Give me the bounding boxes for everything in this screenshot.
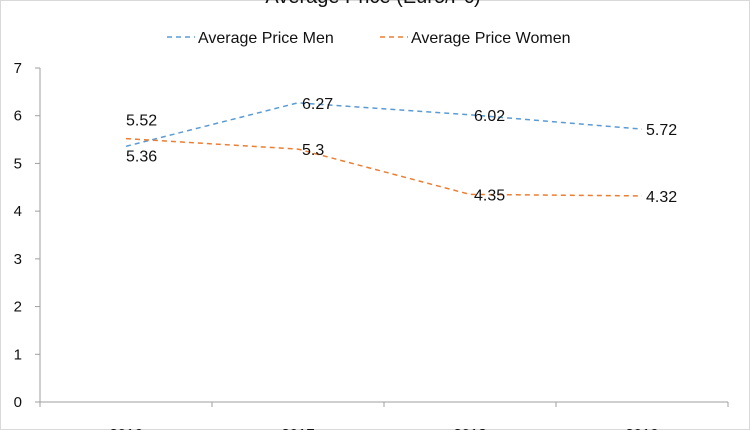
data-label-men: 6.02: [474, 108, 505, 125]
series-line-men: [125, 102, 643, 148]
x-axis-ticks: 2016 2017 2018 2019: [39, 402, 729, 430]
y-tick-label: 1: [14, 346, 22, 363]
y-axis-ticks: 0 1 2 3 4 5 6 7: [14, 60, 40, 411]
data-labels: 5.36 6.27 6.02 5.72 5.52 5.3 4.35 4.32: [126, 96, 677, 206]
y-tick-label: 5: [14, 155, 22, 172]
y-tick-label: 0: [14, 394, 22, 411]
data-label-women: 5.3: [302, 142, 324, 159]
data-label-men: 5.72: [646, 122, 677, 139]
y-tick-label: 2: [14, 299, 22, 316]
x-tick-label: 2016: [109, 426, 142, 430]
data-label-women: 4.32: [646, 189, 677, 206]
legend: Average Price Men Average Price Women: [167, 30, 570, 47]
data-label-men: 6.27: [302, 96, 333, 113]
x-tick-label: 2018: [453, 426, 486, 430]
x-tick-label: 2017: [281, 426, 314, 430]
series-layer: [125, 102, 643, 197]
y-tick-label: 3: [14, 251, 22, 268]
series-line-women: [125, 137, 643, 197]
data-label-men: 5.36: [126, 148, 157, 165]
chart-title: Average Price (Euro/Pc): [265, 0, 480, 8]
y-tick-label: 4: [14, 203, 22, 220]
legend-label-men: Average Price Men: [198, 30, 334, 47]
x-tick-label: 2019: [625, 426, 658, 430]
y-tick-label: 6: [14, 108, 22, 125]
y-tick-label: 7: [14, 60, 22, 77]
data-label-women: 4.35: [474, 187, 505, 204]
legend-label-women: Average Price Women: [411, 30, 570, 47]
data-label-women: 5.52: [126, 113, 157, 130]
